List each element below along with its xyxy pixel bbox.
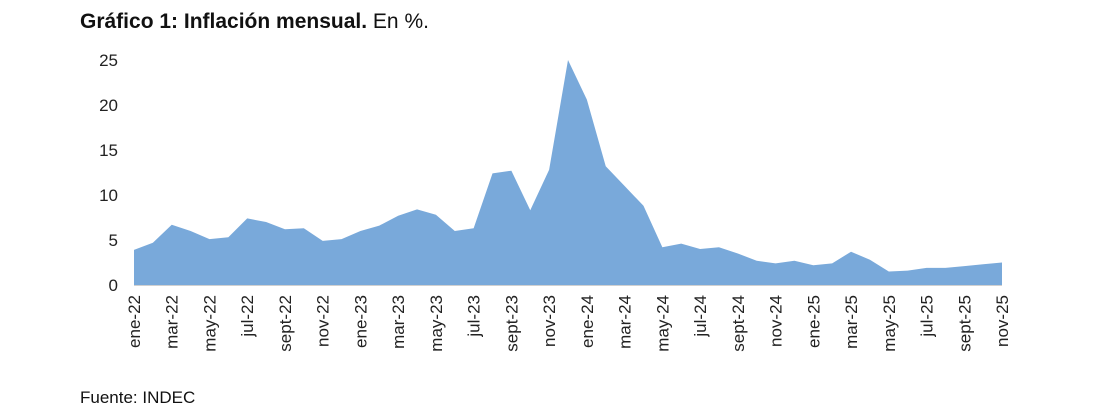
x-tick-label: ene-22 bbox=[125, 295, 144, 348]
x-tick-label: ene-23 bbox=[351, 295, 370, 348]
x-tick-label: nov-22 bbox=[314, 295, 333, 347]
x-tick-label: mar-24 bbox=[616, 295, 635, 349]
x-tick-label: may-22 bbox=[200, 295, 219, 352]
x-tick-label: sept-22 bbox=[276, 295, 295, 352]
inflation-area-chart: 0 5 10 15 20 25 ene-22 mar-22 may-22 jul-22 sept-2… bbox=[99, 51, 1012, 352]
x-tick-label: sept-24 bbox=[729, 295, 748, 352]
y-tick-label: 25 bbox=[99, 51, 118, 70]
x-tick-label: jul-22 bbox=[238, 295, 257, 338]
chart-title-rest: En %. bbox=[372, 10, 429, 33]
x-tick-label: nov-23 bbox=[540, 295, 559, 347]
x-tick-label: ene-25 bbox=[804, 295, 823, 348]
x-tick-label: mar-25 bbox=[842, 295, 861, 349]
chart-title-bold: Gráfico 1: Inflación mensual. bbox=[80, 10, 368, 33]
x-tick-label: jul-25 bbox=[918, 295, 937, 338]
x-tick-label: may-24 bbox=[653, 295, 672, 352]
x-tick-label: mar-23 bbox=[389, 295, 408, 349]
y-tick-label: 0 bbox=[109, 276, 118, 295]
x-tick-label: may-23 bbox=[427, 295, 446, 352]
x-tick-label: nov-25 bbox=[993, 295, 1012, 347]
x-tick-label: jul-24 bbox=[691, 295, 710, 338]
chart-title: Gráfico 1: Inflación mensual. En %. bbox=[80, 8, 429, 36]
source-note: Fuente: INDEC bbox=[80, 388, 196, 407]
x-tick-label: nov-24 bbox=[767, 295, 786, 347]
series-area bbox=[134, 60, 1002, 285]
y-tick-label: 20 bbox=[99, 96, 118, 115]
x-tick-label: sept-23 bbox=[502, 295, 521, 352]
x-tick-label: sept-25 bbox=[955, 295, 974, 352]
y-tick-label: 15 bbox=[99, 141, 118, 160]
x-tick-label: ene-24 bbox=[578, 295, 597, 348]
x-tick-label: jul-23 bbox=[465, 295, 484, 338]
y-tick-label: 5 bbox=[109, 231, 118, 250]
x-tick-label: may-25 bbox=[880, 295, 899, 352]
x-tick-label: mar-22 bbox=[163, 295, 182, 349]
y-tick-label: 10 bbox=[99, 186, 118, 205]
